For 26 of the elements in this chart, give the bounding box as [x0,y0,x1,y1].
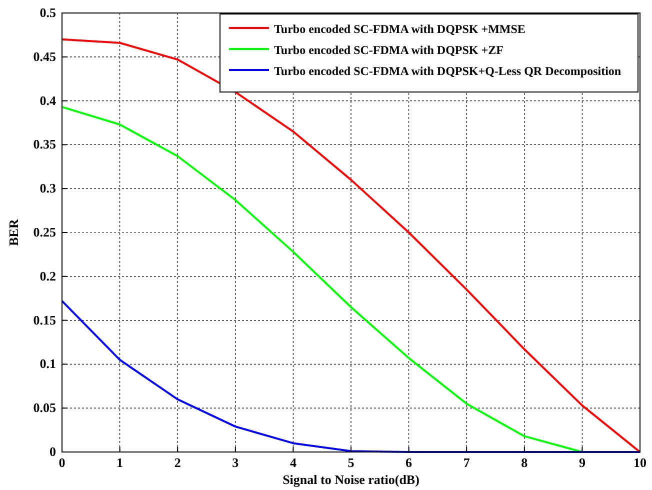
x-tick-label: 6 [406,455,413,470]
y-tick-label: 0.35 [33,136,56,152]
x-tick-label: 1 [116,455,124,470]
legend-label: Turbo encoded SC-FDMA with DQPSK +ZF [274,43,504,57]
y-tick-label: 0.2 [40,268,56,284]
x-tick-label: 5 [348,455,355,470]
y-axis-title: BER [6,218,21,246]
x-tick-label: 9 [578,455,586,470]
y-tick-label: 0.25 [33,224,56,240]
y-tick-label: 0.3 [40,180,56,196]
y-tick-label: 0.4 [40,92,56,108]
x-tick-label: 7 [463,455,470,470]
x-tick-label: 10 [634,455,646,470]
x-tick-label: 3 [232,455,240,470]
y-tick-label: 0.15 [33,312,56,328]
x-tick-label: 4 [290,455,297,470]
y-tick-label: 0.45 [33,48,56,64]
legend-label: Turbo encoded SC-FDMA with DQPSK+Q-Less QR Decomposition [274,64,622,78]
y-tick-label: 0.5 [40,5,56,20]
x-tick-label: 2 [174,455,181,470]
y-tick-label: 0 [50,444,56,459]
x-axis-title: Signal to Noise ratio(dB) [282,472,420,487]
y-tick-label: 0.1 [40,356,56,372]
x-tick-label: 8 [521,455,528,470]
y-tick-label: 0.05 [33,400,56,416]
legend-label: Turbo encoded SC-FDMA with DQPSK +MMSE [274,22,526,36]
